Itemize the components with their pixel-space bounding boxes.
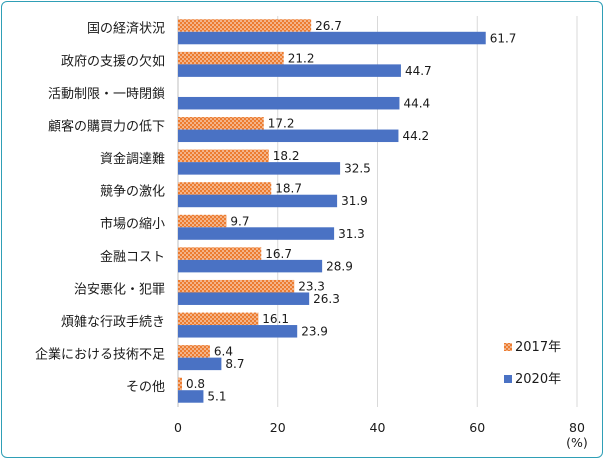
bar-2017 — [178, 247, 262, 260]
category-label: 活動制限・一時閉鎖 — [48, 86, 165, 102]
bar-2020 — [178, 194, 338, 208]
category-label: 政府の支援の欠如 — [61, 53, 165, 69]
x-tick-label: 60 — [469, 420, 485, 435]
bar-2020 — [178, 357, 222, 371]
data-label-2020: 31.9 — [341, 194, 368, 208]
data-label-2017: 18.2 — [273, 149, 300, 163]
data-label-2017: 21.2 — [288, 51, 315, 65]
data-label-2017: 17.2 — [268, 117, 295, 131]
category-labels: 国の経済状況政府の支援の欠如活動制限・一時閉鎖顧客の購買力の低下資金調達難競争の… — [35, 21, 165, 395]
data-label-2017: 26.7 — [315, 19, 342, 33]
bar-2017 — [178, 345, 210, 358]
bar-2017 — [178, 19, 312, 32]
data-label-2017: 18.7 — [275, 182, 302, 196]
category-label: 市場の縮小 — [100, 216, 165, 232]
data-label-2017: 16.7 — [265, 247, 292, 261]
x-tick-label: 80 — [569, 420, 585, 435]
bar-2020 — [178, 162, 341, 175]
data-label-2020: 31.3 — [338, 227, 365, 241]
bars — [178, 19, 486, 403]
data-label-2020: 28.9 — [326, 259, 353, 273]
gridlines — [177, 16, 578, 407]
bar-2020 — [178, 227, 335, 240]
x-tick-label: 40 — [370, 420, 386, 435]
data-label-2020: 32.5 — [344, 162, 371, 176]
bar-2017 — [178, 117, 264, 130]
bar-2017 — [178, 182, 272, 195]
legend-swatch-2017 — [504, 343, 512, 351]
data-label-2017: 23.3 — [298, 279, 325, 293]
category-label: 資金調達難 — [100, 151, 165, 167]
x-axis-unit: (%) — [566, 435, 588, 450]
data-label-2017: 0.8 — [186, 377, 205, 391]
legend-swatch-2020 — [504, 375, 512, 383]
legend: 2017年 2020年 — [504, 340, 561, 387]
bar-2020 — [178, 129, 399, 143]
bar-2017 — [178, 279, 295, 293]
bar-2020 — [178, 64, 401, 77]
bar-2020 — [178, 292, 310, 305]
legend-label-2020: 2020年 — [515, 372, 561, 387]
bar-2020 — [178, 325, 298, 338]
x-tick-label: 20 — [270, 420, 286, 435]
data-label-2017: 6.4 — [214, 345, 233, 359]
data-label-2020: 8.7 — [225, 357, 244, 371]
category-label: 金融コスト — [100, 249, 165, 265]
category-label: 治安悪化・犯罪 — [74, 282, 165, 297]
bar-2017 — [178, 214, 227, 228]
bar-2017 — [178, 377, 182, 391]
bar-2020 — [178, 259, 323, 273]
bar-2020 — [178, 31, 486, 45]
category-label: 国の経済状況 — [87, 21, 165, 37]
x-axis-ticks: 0 20 40 60 80(%) — [174, 420, 588, 450]
category-label: 企業における技術不足 — [35, 347, 165, 363]
category-label: 煩雑な行政手続き — [61, 314, 165, 330]
legend-label-2017: 2017年 — [515, 340, 561, 355]
data-label-2020: 23.9 — [301, 325, 328, 339]
data-label-2020: 44.7 — [405, 64, 432, 78]
value-labels: 26.7 61.7 21.2 44.7 44.4 17.2 44.2 18.2 32.5 18.7… — [186, 19, 516, 404]
data-label-2017: 9.7 — [230, 214, 249, 228]
x-tick-label: 0 — [174, 420, 182, 435]
data-label-2020: 61.7 — [490, 31, 517, 45]
data-label-2020: 26.3 — [313, 292, 340, 306]
bar-2017 — [178, 51, 284, 65]
data-label-2020: 5.1 — [207, 390, 226, 404]
bar-2017 — [178, 312, 259, 326]
data-label-2017: 16.1 — [262, 312, 289, 326]
category-label: 競争の激化 — [100, 185, 165, 200]
bar-2017 — [178, 149, 269, 163]
category-label: 顧客の購買力の低下 — [48, 118, 165, 134]
data-label-2020: 44.4 — [403, 96, 430, 110]
data-label-2020: 44.2 — [402, 129, 429, 143]
bar-2020 — [178, 390, 204, 403]
bar-2020 — [178, 96, 400, 110]
category-label: その他 — [126, 380, 165, 395]
